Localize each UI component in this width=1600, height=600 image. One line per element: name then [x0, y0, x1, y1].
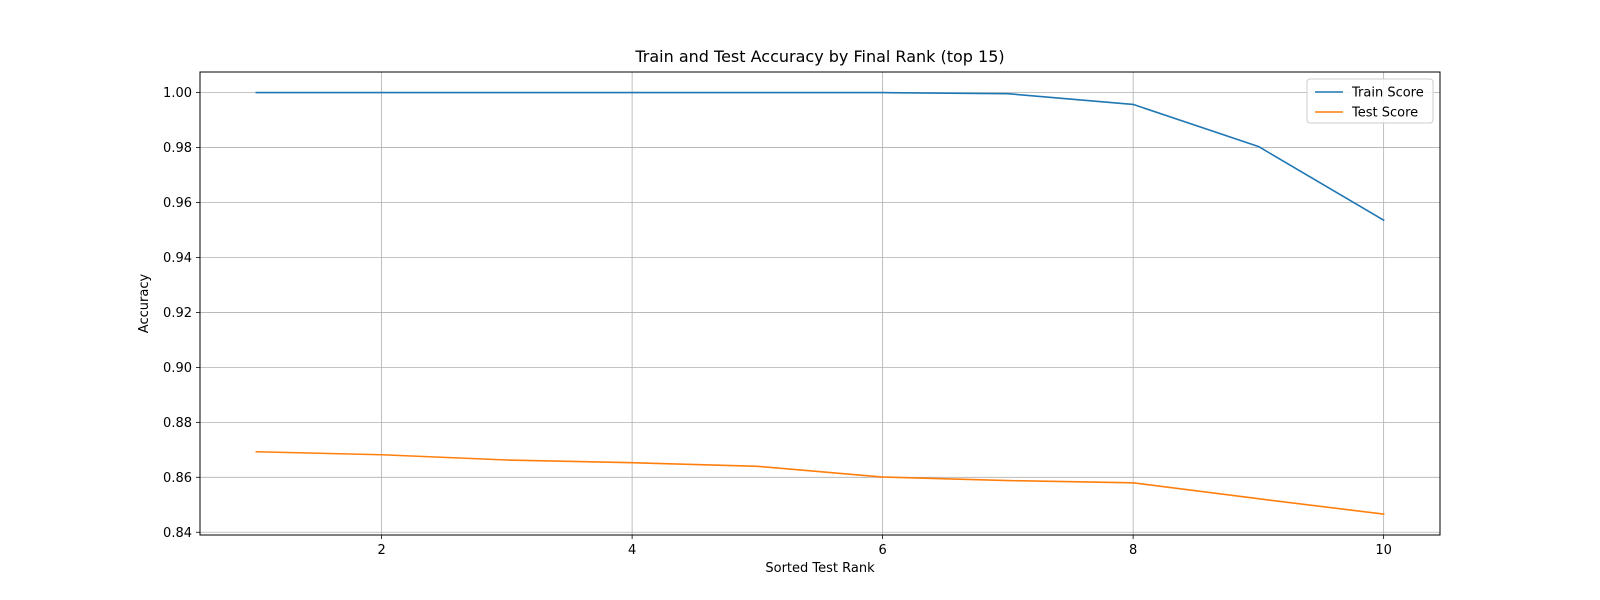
y-tick-label: 0.90 — [163, 361, 192, 376]
y-tick-label: 0.92 — [163, 306, 192, 321]
x-axis-label: Sorted Test Rank — [765, 561, 875, 576]
axis-ticks: 2 4 6 8 10 0.84 0.86 0.88 0.90 0.92 0.94 0.96 0.98 1.… — [163, 86, 1392, 558]
x-tick-label: 10 — [1375, 543, 1392, 558]
series-line-test-score — [255, 450, 1385, 516]
chart-title: Train and Test Accuracy by Final Rank (t… — [634, 47, 1004, 66]
plot-frame — [199, 71, 1441, 536]
y-tick-label: 0.88 — [163, 416, 192, 431]
x-tick-label: 8 — [1129, 543, 1137, 558]
x-tick-label: 2 — [377, 543, 385, 558]
y-tick-label: 0.86 — [163, 471, 192, 486]
y-tick-label: 0.96 — [163, 196, 192, 211]
y-tick-label: 0.84 — [163, 526, 192, 541]
legend: Train Score Test Score — [1306, 78, 1434, 124]
y-tick-label: 0.94 — [163, 251, 192, 266]
legend-label: Train Score — [1351, 86, 1424, 101]
y-axis-label: Accuracy — [137, 274, 152, 334]
series-lines — [255, 91, 1385, 516]
y-tick-label: 0.98 — [163, 141, 192, 156]
legend-label: Test Score — [1351, 106, 1418, 121]
x-tick-label: 6 — [878, 543, 886, 558]
x-tick-label: 4 — [628, 543, 636, 558]
series-line-train-score — [255, 91, 1385, 222]
y-tick-label: 1.00 — [163, 86, 192, 101]
